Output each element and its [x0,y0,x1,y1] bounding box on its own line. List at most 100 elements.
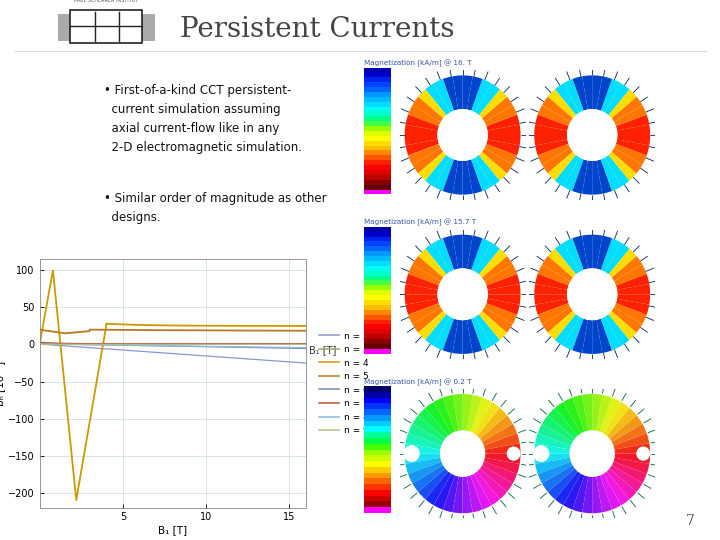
Wedge shape [614,105,647,126]
Wedge shape [617,284,650,294]
Wedge shape [608,464,642,492]
Bar [364,325,391,329]
Bar [364,334,391,339]
Ellipse shape [403,445,420,462]
Text: Magnetization [kA/m] @ 16. T: Magnetization [kA/m] @ 16. T [364,59,471,67]
Bar [364,77,391,82]
Wedge shape [413,148,444,173]
Wedge shape [479,311,507,340]
Bar [364,256,391,261]
Wedge shape [535,457,573,474]
Wedge shape [469,471,492,510]
Bar [364,241,391,246]
Wedge shape [453,394,463,433]
Wedge shape [611,148,642,173]
Bar [143,14,155,40]
Wedge shape [463,76,472,110]
Wedge shape [469,397,492,436]
Wedge shape [418,467,450,500]
Wedge shape [599,397,621,436]
Bar [364,329,391,334]
Wedge shape [593,235,602,269]
Wedge shape [582,160,592,194]
Wedge shape [548,89,576,118]
Text: Persistent Currents: Persistent Currents [180,16,454,43]
Wedge shape [463,394,472,433]
Wedge shape [475,314,500,346]
Wedge shape [617,125,650,135]
Wedge shape [548,311,576,340]
Wedge shape [471,238,492,272]
Bar [364,121,391,126]
Bar [364,116,391,121]
Wedge shape [418,248,446,278]
Ellipse shape [507,447,521,461]
Wedge shape [453,235,463,269]
Bar [364,484,391,490]
Wedge shape [413,307,444,333]
Wedge shape [466,395,482,434]
Wedge shape [563,471,585,510]
Wedge shape [592,320,602,354]
Bar [364,449,391,455]
Wedge shape [475,83,500,115]
Wedge shape [572,395,589,434]
Wedge shape [610,461,647,483]
Bar [364,246,391,251]
Bar [364,111,391,116]
Wedge shape [597,159,612,194]
Wedge shape [555,314,580,346]
Wedge shape [418,152,446,181]
Bar [364,386,391,392]
Wedge shape [486,274,520,290]
Bar [364,232,391,237]
Wedge shape [475,467,507,500]
Wedge shape [426,402,453,438]
Wedge shape [405,443,443,454]
Wedge shape [600,238,621,272]
Wedge shape [538,265,570,286]
Wedge shape [572,159,588,194]
Bar [364,87,391,92]
Ellipse shape [438,109,488,161]
Bar [364,415,391,421]
Wedge shape [418,311,446,340]
Text: 7: 7 [686,514,695,528]
Bar [364,106,391,111]
Bar [364,305,391,310]
Wedge shape [471,79,492,112]
Wedge shape [611,433,649,450]
Bar [364,339,391,344]
Bar [364,507,391,513]
Wedge shape [612,443,650,454]
Ellipse shape [567,109,618,161]
Wedge shape [563,317,584,350]
Wedge shape [453,474,463,513]
Bar [364,291,391,295]
Wedge shape [443,473,459,512]
Wedge shape [479,248,507,278]
Bar [364,444,391,449]
Wedge shape [482,256,513,281]
Wedge shape [534,125,567,135]
Wedge shape [478,464,513,492]
Wedge shape [605,408,636,440]
Wedge shape [542,464,577,492]
Wedge shape [593,394,602,433]
Bar [364,427,391,432]
Wedge shape [463,474,472,513]
Wedge shape [443,76,458,111]
Wedge shape [535,114,569,131]
Bar [364,478,391,484]
Bar [364,403,391,409]
Wedge shape [482,97,513,122]
Wedge shape [486,139,520,156]
Text: B₁ [T]: B₁ [T] [310,346,337,355]
Wedge shape [538,105,570,126]
Ellipse shape [440,430,485,477]
Wedge shape [608,152,636,181]
Bar [364,467,391,472]
Bar [364,170,391,175]
Bar [364,320,391,325]
Wedge shape [485,265,517,286]
